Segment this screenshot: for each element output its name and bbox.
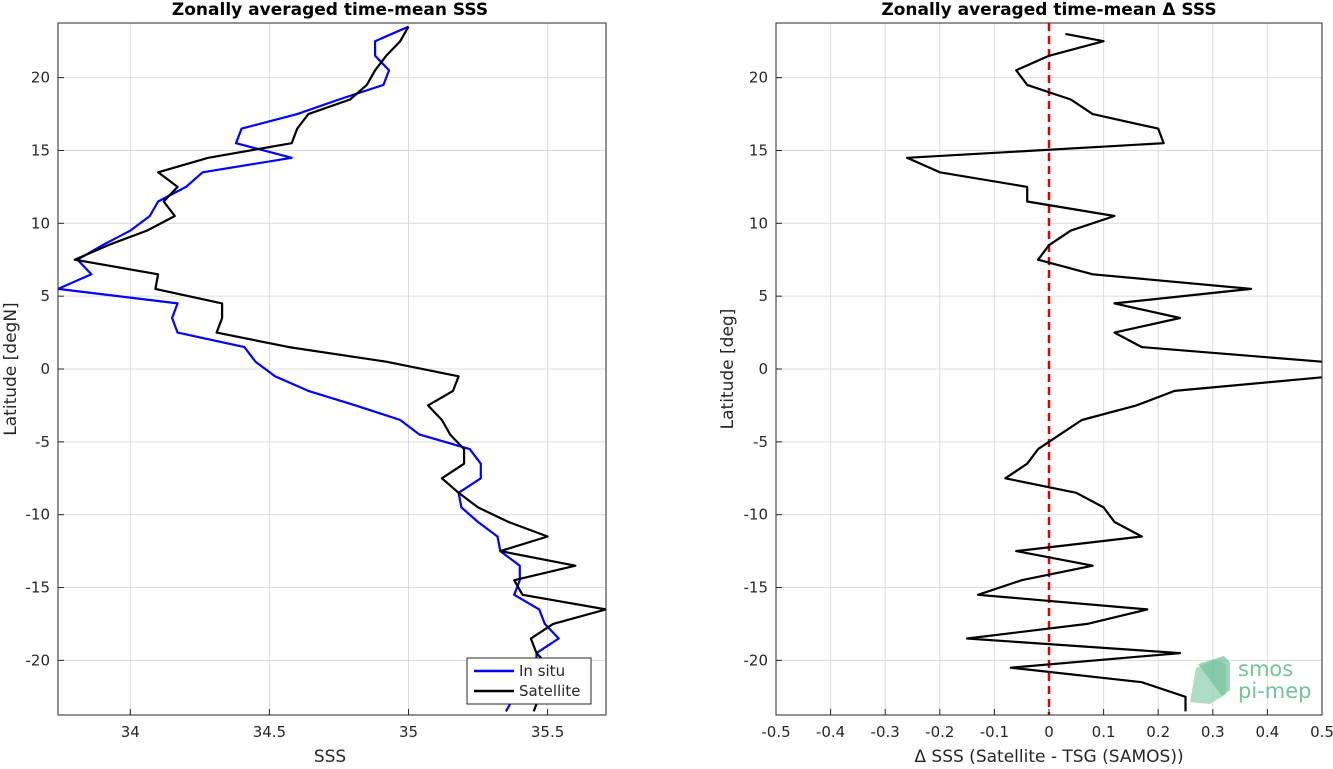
right-y-tick-label: -20 bbox=[744, 651, 769, 669]
right-x-tick-label: 0.3 bbox=[1201, 723, 1225, 741]
right-ticks: -0.5 -0.4 -0.3 -0.2 -0.1 0 0.1 0.2 0.3 0.4 0.5 20 15… bbox=[744, 69, 1333, 741]
right-x-tick-label: -0.3 bbox=[871, 723, 900, 741]
right-chart-title: Zonally averaged time-mean Δ SSS bbox=[881, 0, 1216, 20]
left-y-tick-label: -15 bbox=[26, 579, 51, 597]
right-y-tick-label: 5 bbox=[758, 287, 768, 305]
left-y-tick-label: 15 bbox=[31, 141, 50, 159]
left-y-tick-label: 20 bbox=[31, 69, 50, 87]
left-panel: 34 34.5 35 35.5 20 15 10 5 0 -5 -10 -15 -20 Zonally … bbox=[1, 0, 606, 765]
left-y-tick-label: 5 bbox=[40, 287, 50, 305]
right-y-tick-label: 20 bbox=[749, 69, 768, 87]
right-x-tick-label: -0.4 bbox=[816, 723, 845, 741]
legend: In situ Satellite bbox=[467, 658, 591, 704]
left-y-axis-label: Latitude [degN] bbox=[1, 302, 21, 435]
right-x-tick-label: -0.2 bbox=[925, 723, 954, 741]
right-x-tick-label: 0.2 bbox=[1146, 723, 1170, 741]
right-series-delta-sss-line bbox=[907, 34, 1333, 712]
right-y-axis-label: Latitude [deg] bbox=[718, 309, 738, 430]
legend-label-in-situ: In situ bbox=[519, 662, 565, 680]
logo-text-smos: smos bbox=[1238, 657, 1293, 681]
right-x-tick-label: 0.5 bbox=[1310, 723, 1333, 741]
right-y-tick-label: 10 bbox=[749, 214, 768, 232]
legend-label-satellite: Satellite bbox=[519, 682, 580, 700]
left-grid bbox=[58, 23, 606, 715]
right-x-axis-label: Δ SSS (Satellite - TSG (SAMOS)) bbox=[914, 747, 1183, 765]
right-y-tick-label: -5 bbox=[753, 433, 768, 451]
right-x-tick-label: 0.4 bbox=[1255, 723, 1279, 741]
right-y-tick-label: -10 bbox=[744, 506, 769, 524]
right-y-tick-label: 15 bbox=[749, 141, 768, 159]
smos-pimep-logo: smos pi-mep bbox=[1190, 656, 1311, 704]
left-chart-title: Zonally averaged time-mean SSS bbox=[172, 0, 488, 20]
right-x-tick-label: -0.5 bbox=[761, 723, 790, 741]
left-y-tick-label: -5 bbox=[35, 433, 50, 451]
right-y-tick-label: -15 bbox=[744, 579, 769, 597]
left-x-tick-label: 35 bbox=[399, 723, 418, 741]
left-x-axis-label: SSS bbox=[314, 747, 346, 765]
right-x-tick-label: 0 bbox=[1044, 723, 1054, 741]
left-y-tick-label: -20 bbox=[26, 651, 51, 669]
left-ticks: 34 34.5 35 35.5 20 15 10 5 0 -5 -10 -15 -20 bbox=[26, 69, 565, 741]
left-x-tick-label: 34 bbox=[121, 723, 140, 741]
right-x-tick-label: -0.1 bbox=[980, 723, 1009, 741]
left-y-tick-label: 10 bbox=[31, 214, 50, 232]
left-x-tick-label: 35.5 bbox=[531, 723, 564, 741]
logo-text-pimep: pi-mep bbox=[1238, 679, 1311, 703]
left-y-tick-label: 0 bbox=[40, 360, 50, 378]
right-y-tick-label: 0 bbox=[758, 360, 768, 378]
right-panel: -0.5 -0.4 -0.3 -0.2 -0.1 0 0.1 0.2 0.3 0.4 0.5 20 15… bbox=[718, 0, 1333, 765]
left-y-tick-label: -10 bbox=[26, 506, 51, 524]
left-x-tick-label: 34.5 bbox=[253, 723, 286, 741]
right-x-tick-label: 0.1 bbox=[1092, 723, 1116, 741]
